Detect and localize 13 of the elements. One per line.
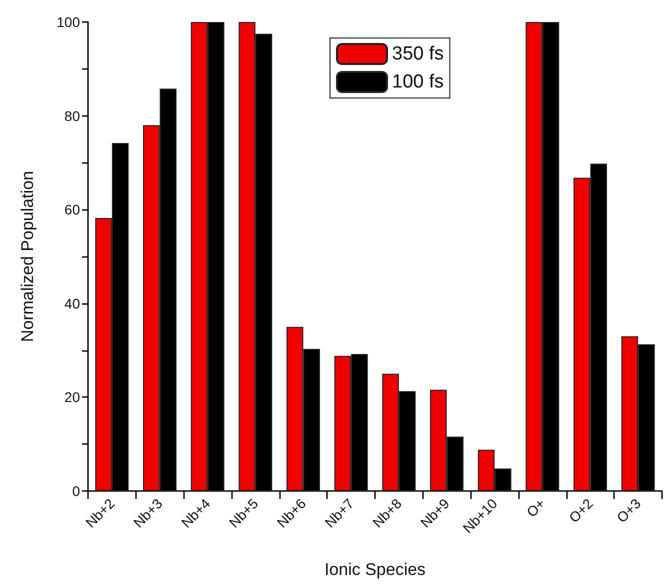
y-tick-label: 40 (64, 295, 80, 312)
legend-label: 100 fs (392, 72, 444, 92)
x-tick-label: O+2 (566, 495, 596, 526)
y-tick-label: 100 (56, 14, 80, 30)
x-tick-label: O+3 (613, 495, 644, 526)
y-tick-label: 60 (64, 202, 80, 218)
x-tick-label: O+ (523, 495, 548, 520)
y-tick-label: 20 (64, 389, 80, 406)
y-axis-title: Normalized Population (18, 170, 37, 342)
y-tick-label: 80 (64, 108, 80, 124)
x-axis-title: Ionic Species (324, 560, 426, 579)
legend-label: 350 fs (392, 44, 444, 64)
y-tick-label: 0 (72, 483, 80, 499)
